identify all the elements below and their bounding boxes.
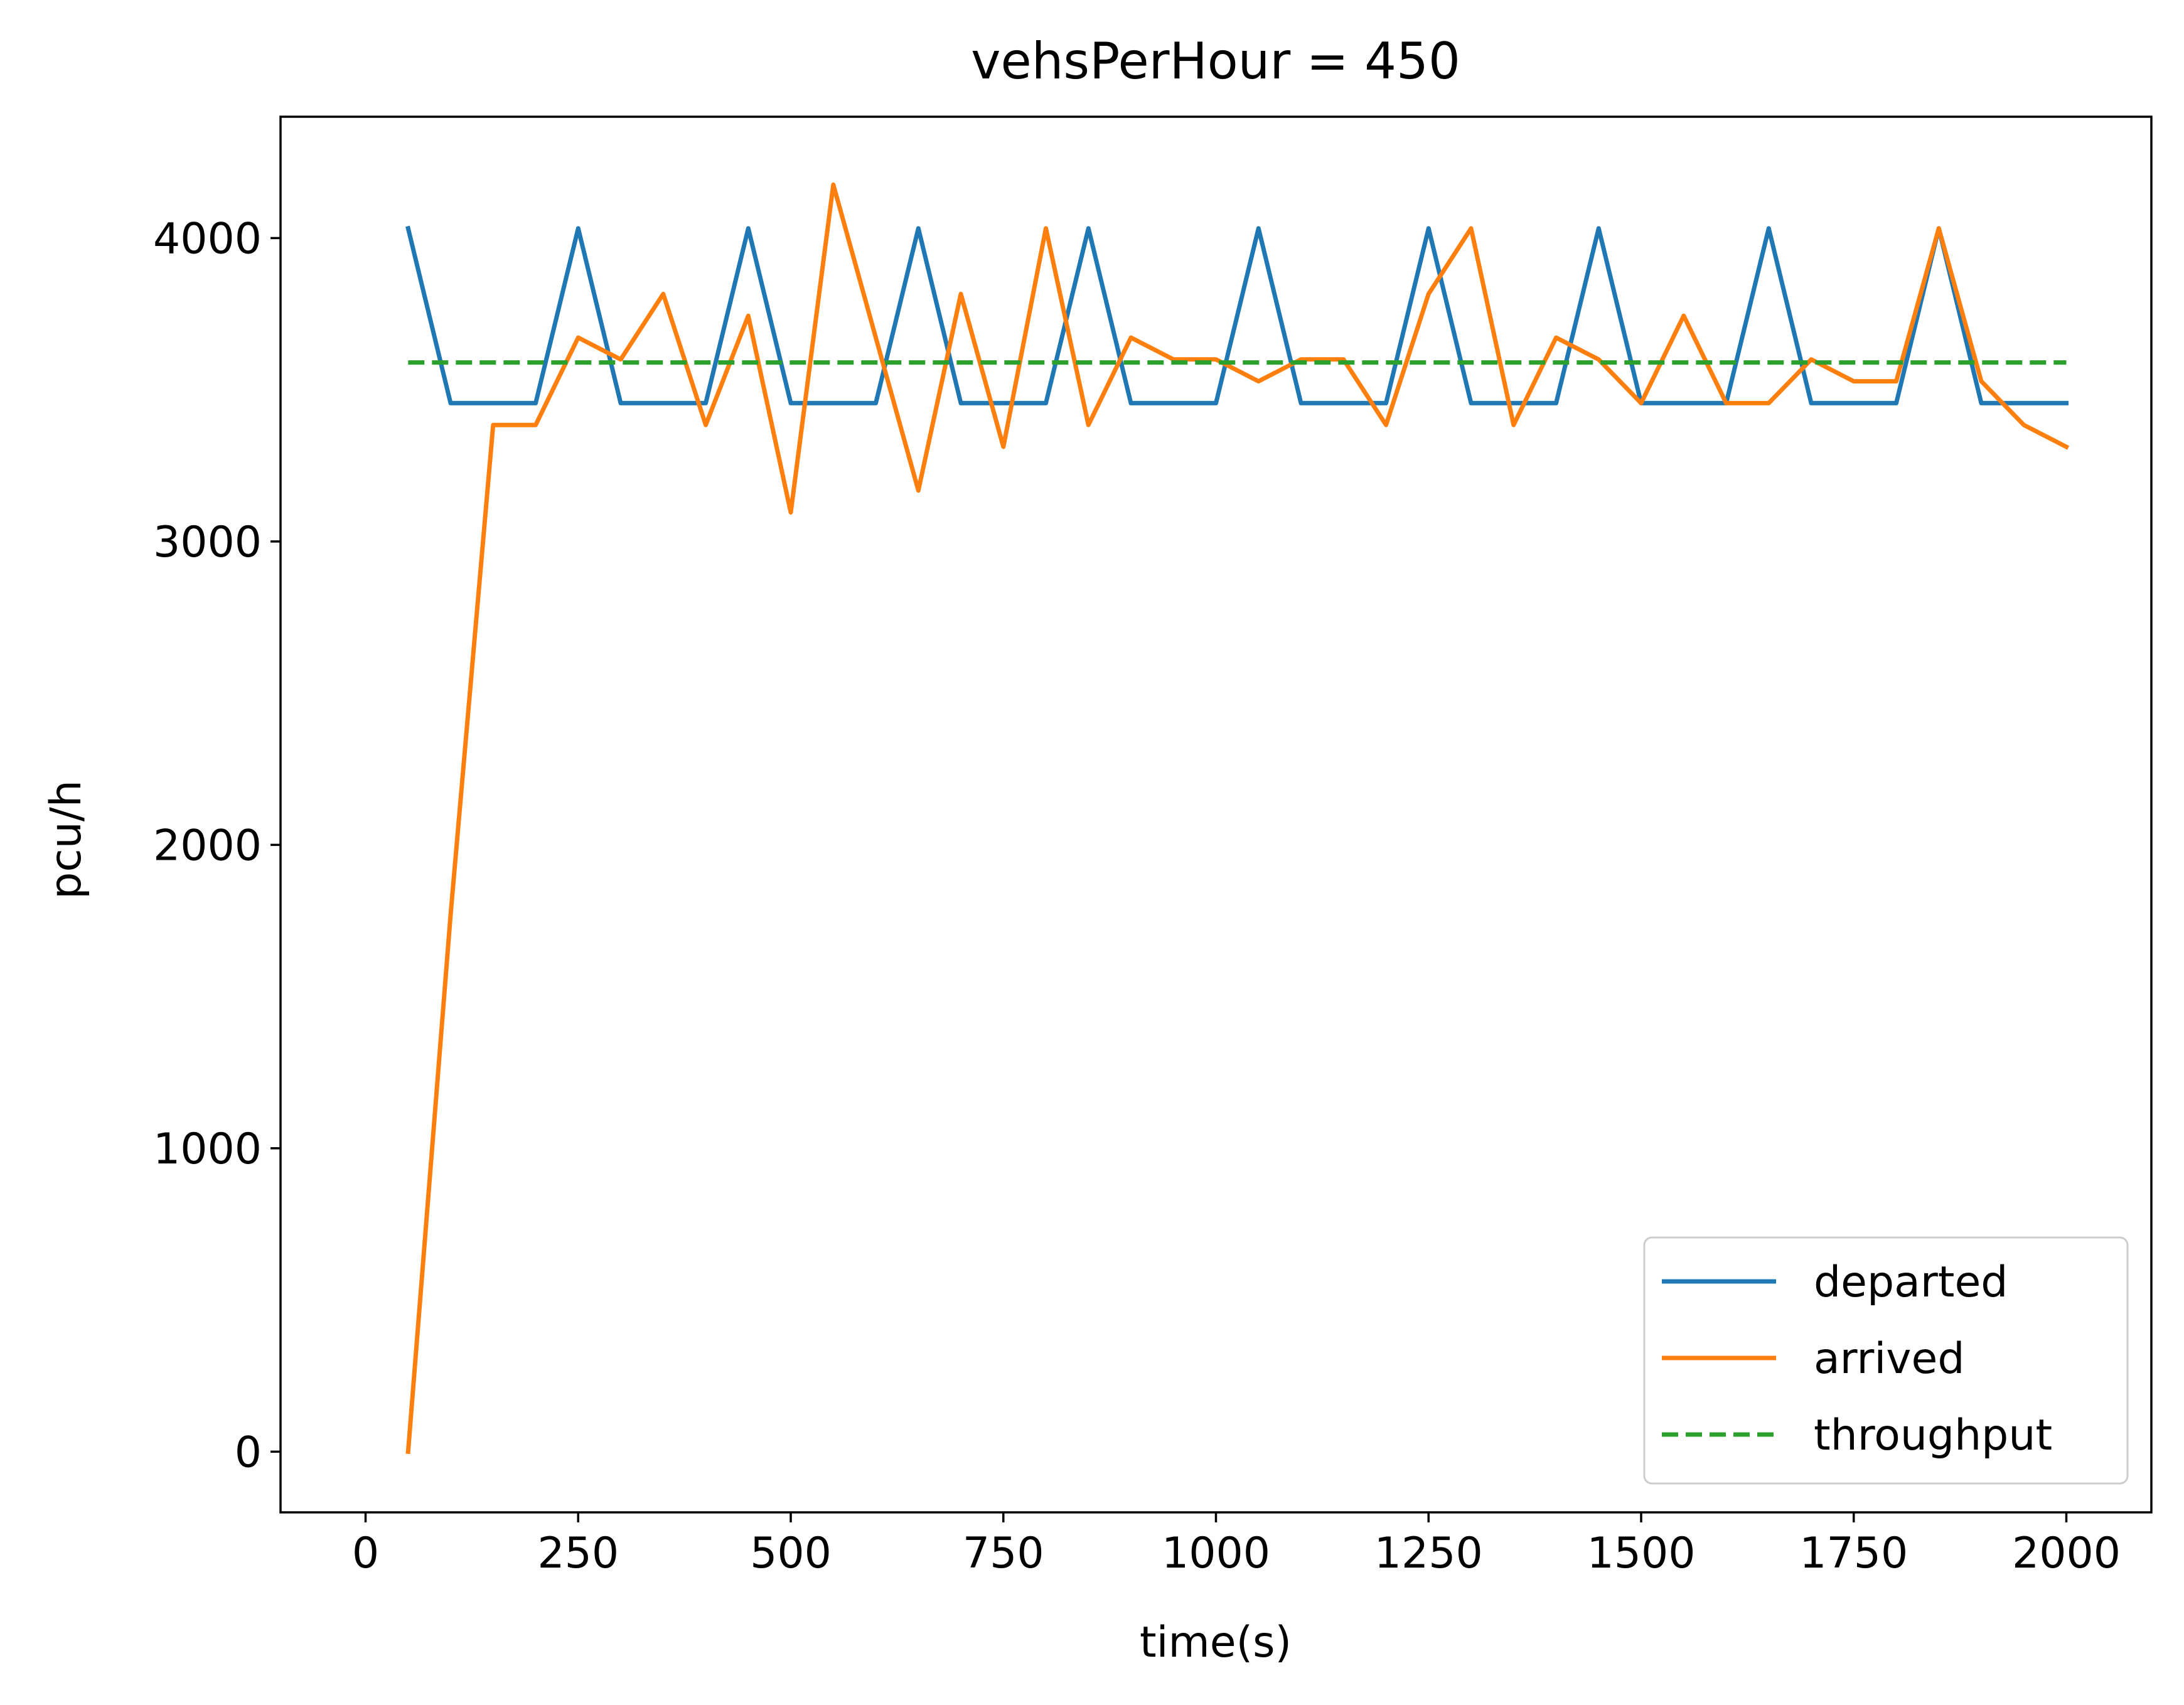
x-tick-label: 500 — [750, 1529, 832, 1578]
plot-area — [405, 182, 2070, 1455]
legend-label-departed: departed — [1814, 1258, 2008, 1307]
x-tick-label: 750 — [963, 1529, 1044, 1578]
x-tick-label: 0 — [352, 1529, 379, 1578]
chart-title: vehsPerHour = 450 — [971, 32, 1460, 90]
y-tick-label: 1000 — [153, 1125, 262, 1174]
x-tick-label: 250 — [537, 1529, 619, 1578]
y-tick-label: 4000 — [153, 214, 262, 264]
legend-box — [1643, 1236, 2129, 1485]
x-tick-label: 1750 — [1799, 1529, 1908, 1578]
x-tick-label: 1500 — [1587, 1529, 1695, 1578]
legend: departed arrived throughput — [1643, 1236, 2129, 1485]
x-tick-label: 1250 — [1374, 1529, 1483, 1578]
series-line-arrived — [405, 182, 2070, 1455]
y-tick-label: 0 — [235, 1428, 262, 1477]
y-tick-label: 3000 — [153, 518, 262, 567]
y-tick-label: 2000 — [153, 821, 262, 870]
legend-label-throughput: throughput — [1814, 1411, 2052, 1460]
axes: 0 250 500 750 1000 1250 1500 1750 2000 0 1000 2000 3… — [153, 115, 2153, 1578]
x-tick-label: 2000 — [2012, 1529, 2121, 1578]
series-line-departed — [405, 225, 2069, 405]
legend-label-arrived: arrived — [1814, 1334, 1965, 1384]
y-axis-label: pcu/h — [41, 780, 91, 899]
x-axis-label: time(s) — [1140, 1618, 1292, 1667]
x-tick-label: 1000 — [1162, 1529, 1270, 1578]
